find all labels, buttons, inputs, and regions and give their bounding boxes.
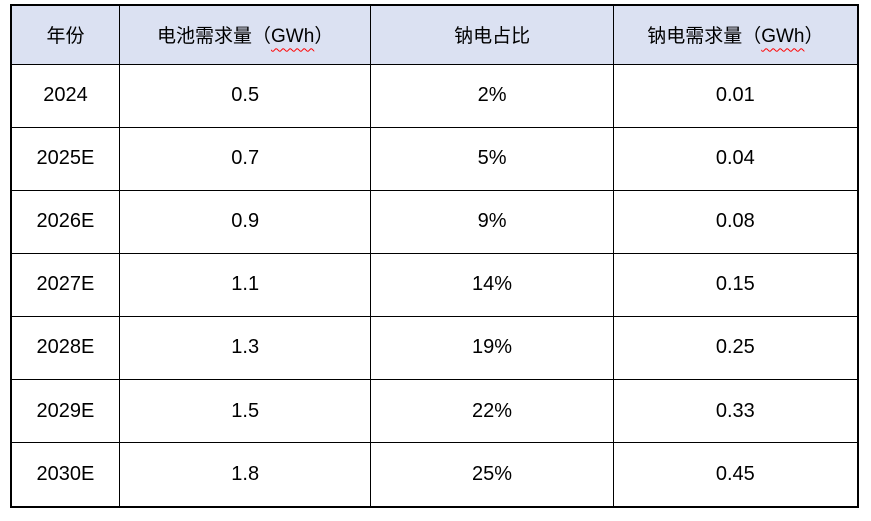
battery-demand-cell: 1.3	[118, 315, 372, 380]
sodium-share-cell: 22%	[370, 378, 614, 444]
sodium-demand-cell: 0.15	[612, 252, 859, 317]
sodium-battery-forecast-table: 年份 电池需求量（GWh） 钠电占比 钠电需求量（GWh） 2024	[10, 4, 859, 508]
battery-demand-cell: 1.8	[118, 442, 372, 508]
table-row: 2029E 1.5 22% 0.33	[10, 378, 859, 444]
table-row: 2030E 1.8 25% 0.45	[10, 442, 859, 508]
year-cell: 2025E	[10, 126, 120, 191]
table-row: 2026E 0.9 9% 0.08	[10, 189, 859, 254]
sodium-share-cell: 25%	[370, 442, 614, 508]
sodium-demand-cell: 0.08	[612, 189, 859, 254]
header-label-battery-demand-post: ）	[314, 26, 334, 48]
sodium-demand-cell: 0.25	[612, 315, 859, 380]
table-row: 2024 0.5 2% 0.01	[10, 63, 859, 128]
header-label-sodium-demand-unit: GWh	[761, 26, 805, 48]
table-row: 2027E 1.1 14% 0.15	[10, 252, 859, 317]
header-label-sodium-demand-post: ）	[804, 26, 824, 48]
table-row: 2028E 1.3 19% 0.25	[10, 315, 859, 380]
header-label-sodium-demand-pre: 钠电需求量（	[647, 26, 762, 48]
header-label-sodium-share: 钠电占比	[454, 26, 531, 48]
sodium-demand-cell: 0.45	[612, 442, 859, 508]
sodium-share-cell: 14%	[370, 252, 614, 317]
battery-demand-cell: 1.5	[118, 378, 372, 444]
header-cell-sodium-demand: 钠电需求量（GWh）	[612, 4, 859, 65]
year-cell: 2026E	[10, 189, 120, 254]
year-cell: 2029E	[10, 378, 120, 444]
sodium-share-cell: 9%	[370, 189, 614, 254]
header-label-battery-demand-pre: 电池需求量（	[157, 26, 272, 48]
sodium-share-cell: 2%	[370, 63, 614, 128]
header-label-year: 年份	[46, 26, 85, 48]
sodium-demand-cell: 0.04	[612, 126, 859, 191]
table-row: 2025E 0.7 5% 0.04	[10, 126, 859, 191]
forecast-table-container: 年份 电池需求量（GWh） 钠电占比 钠电需求量（GWh） 2024	[10, 4, 859, 508]
header-cell-battery-demand: 电池需求量（GWh）	[118, 4, 372, 65]
battery-demand-cell: 0.7	[118, 126, 372, 191]
sodium-share-cell: 5%	[370, 126, 614, 191]
sodium-demand-cell: 0.01	[612, 63, 859, 128]
header-cell-sodium-share: 钠电占比	[370, 4, 614, 65]
year-cell: 2030E	[10, 442, 120, 508]
battery-demand-cell: 0.5	[118, 63, 372, 128]
sodium-demand-cell: 0.33	[612, 378, 859, 444]
year-cell: 2024	[10, 63, 120, 128]
battery-demand-cell: 0.9	[118, 189, 372, 254]
year-cell: 2027E	[10, 252, 120, 317]
battery-demand-cell: 1.1	[118, 252, 372, 317]
year-cell: 2028E	[10, 315, 120, 380]
header-cell-year: 年份	[10, 4, 120, 65]
header-row: 年份 电池需求量（GWh） 钠电占比 钠电需求量（GWh）	[10, 4, 859, 65]
header-label-battery-demand-unit: GWh	[271, 26, 315, 48]
sodium-share-cell: 19%	[370, 315, 614, 380]
